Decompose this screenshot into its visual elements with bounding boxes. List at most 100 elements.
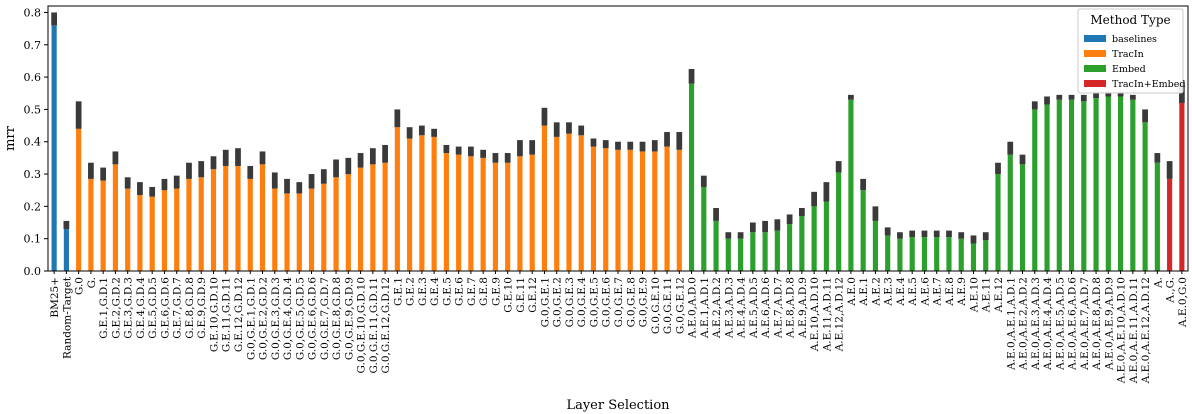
x-tick-label: G.E.7,G.D.7: [172, 277, 184, 339]
error-bar: [639, 141, 646, 152]
x-tick-label: BM25+: [49, 277, 61, 318]
x-tick-label: G.E.8,G.D.8: [184, 277, 196, 339]
x-tick-label: G.0,G.E.12,G.D.12: [380, 277, 392, 374]
bar: [1154, 162, 1160, 271]
bar: [860, 190, 866, 271]
y-axis-label: mrr: [3, 125, 18, 151]
error-bar: [259, 151, 266, 165]
x-tick-label: G.0,G.E.3: [564, 277, 576, 327]
x-tick-label: G.E.2: [405, 277, 417, 306]
error-bar: [369, 148, 376, 165]
bar: [517, 156, 523, 271]
x-tick-label: G.E.7: [466, 277, 478, 306]
error-bar: [786, 214, 793, 225]
bar: [529, 154, 535, 271]
bar: [1118, 96, 1124, 271]
bar: [639, 151, 646, 271]
bar: [1130, 99, 1136, 271]
x-tick-label: G.E.5: [441, 277, 453, 306]
legend-label: TracIn+Embed: [1112, 79, 1185, 90]
error-bar: [1031, 101, 1038, 110]
bar: [431, 136, 437, 271]
x-tick-label: A.E.12,A.D.12: [834, 277, 846, 352]
x-tick-label: A.E.0,A.E.8,A.D.8: [1091, 277, 1103, 371]
x-tick-label: A.E.0,G.0: [1177, 277, 1189, 328]
bar: [1179, 102, 1185, 271]
bar: [774, 230, 780, 271]
bar: [713, 220, 719, 271]
error-bar: [749, 222, 756, 233]
error-bar: [357, 153, 364, 168]
x-tick-label: A.E.10,A.D.10: [809, 277, 821, 352]
bar: [823, 201, 829, 271]
bar: [137, 195, 143, 271]
x-tick-label: G.E.9,G.D.9: [196, 277, 208, 339]
error-bar: [124, 177, 131, 189]
error-bar: [566, 122, 572, 134]
bar: [872, 220, 878, 271]
bar: [100, 180, 106, 271]
error-bar: [897, 232, 903, 239]
y-tick-label: 0.4: [24, 136, 42, 149]
y-tick-label: 0.2: [24, 200, 42, 213]
legend-label: baselines: [1112, 34, 1157, 45]
bar: [394, 127, 400, 271]
x-tick-label: A.E.0,A.E.3,A.D.3: [1030, 277, 1042, 371]
bar: [995, 174, 1001, 271]
legend-label: TracIn: [1112, 49, 1144, 60]
x-tick-label: A.E.0,A.E.6,A.D.6: [1067, 277, 1079, 371]
bar: [76, 128, 82, 271]
x-tick-label: G.E.6,G.D.6: [159, 277, 171, 339]
error-bar: [578, 125, 585, 136]
error-bar: [848, 94, 854, 100]
error-bar: [431, 128, 438, 137]
x-tick-label: A.: [1152, 277, 1164, 289]
error-bar: [1007, 141, 1014, 155]
bar: [578, 135, 584, 271]
x-tick-label: A.E.0,A.E.12,A.D.12: [1140, 277, 1152, 384]
bar: [259, 164, 266, 271]
error-bar: [1068, 94, 1075, 100]
error-bar: [271, 172, 278, 189]
x-tick-label: G.: [86, 277, 98, 288]
bar: [1032, 109, 1038, 271]
error-bar: [480, 149, 487, 158]
x-tick-label: G.0,G.E.10: [650, 277, 662, 334]
bar: [51, 25, 57, 271]
error-bar: [725, 232, 732, 239]
error-bar: [909, 230, 916, 238]
bar: [811, 206, 817, 271]
y-tick-label: 0.7: [24, 39, 42, 52]
x-tick-label: A.E.9,A.D.9: [797, 277, 809, 339]
x-tick-label: A.E.0,A.E.5,A.D.5: [1054, 277, 1066, 371]
bar: [1019, 164, 1026, 271]
error-bar: [406, 127, 413, 139]
x-tick-label: G.E.12,G.D.12: [233, 277, 245, 352]
bar: [321, 183, 327, 271]
x-tick-label: A.E.1: [858, 277, 870, 307]
x-tick-label: G.0,G.E.1: [539, 277, 551, 327]
bar: [725, 238, 731, 271]
error-bar: [492, 153, 499, 163]
bar: [1068, 99, 1075, 271]
bar: [958, 238, 964, 271]
bar: [63, 228, 69, 271]
x-tick-label: G.0: [74, 277, 86, 295]
x-tick-label: A.E.5,A.D.5: [748, 277, 760, 339]
bar: [676, 149, 682, 271]
error-bar: [173, 175, 180, 189]
x-tick-label: A.E.5: [907, 277, 919, 307]
error-bar: [676, 132, 683, 150]
bar: [836, 172, 842, 271]
x-tick-label: G.E.8: [478, 277, 490, 306]
bar: [848, 99, 854, 271]
y-tick-label: 0.0: [24, 265, 42, 278]
x-tick-label: G.E.10: [503, 277, 515, 313]
error-bar: [222, 149, 229, 166]
x-tick-label: G.0,G.E.8,G.D.8: [331, 277, 343, 360]
bar: [1142, 122, 1148, 271]
x-tick-label: G.0,G.E.6,G.D.6: [307, 277, 319, 360]
error-bar: [1056, 94, 1063, 100]
bar: [627, 149, 633, 271]
error-bar: [333, 159, 339, 178]
